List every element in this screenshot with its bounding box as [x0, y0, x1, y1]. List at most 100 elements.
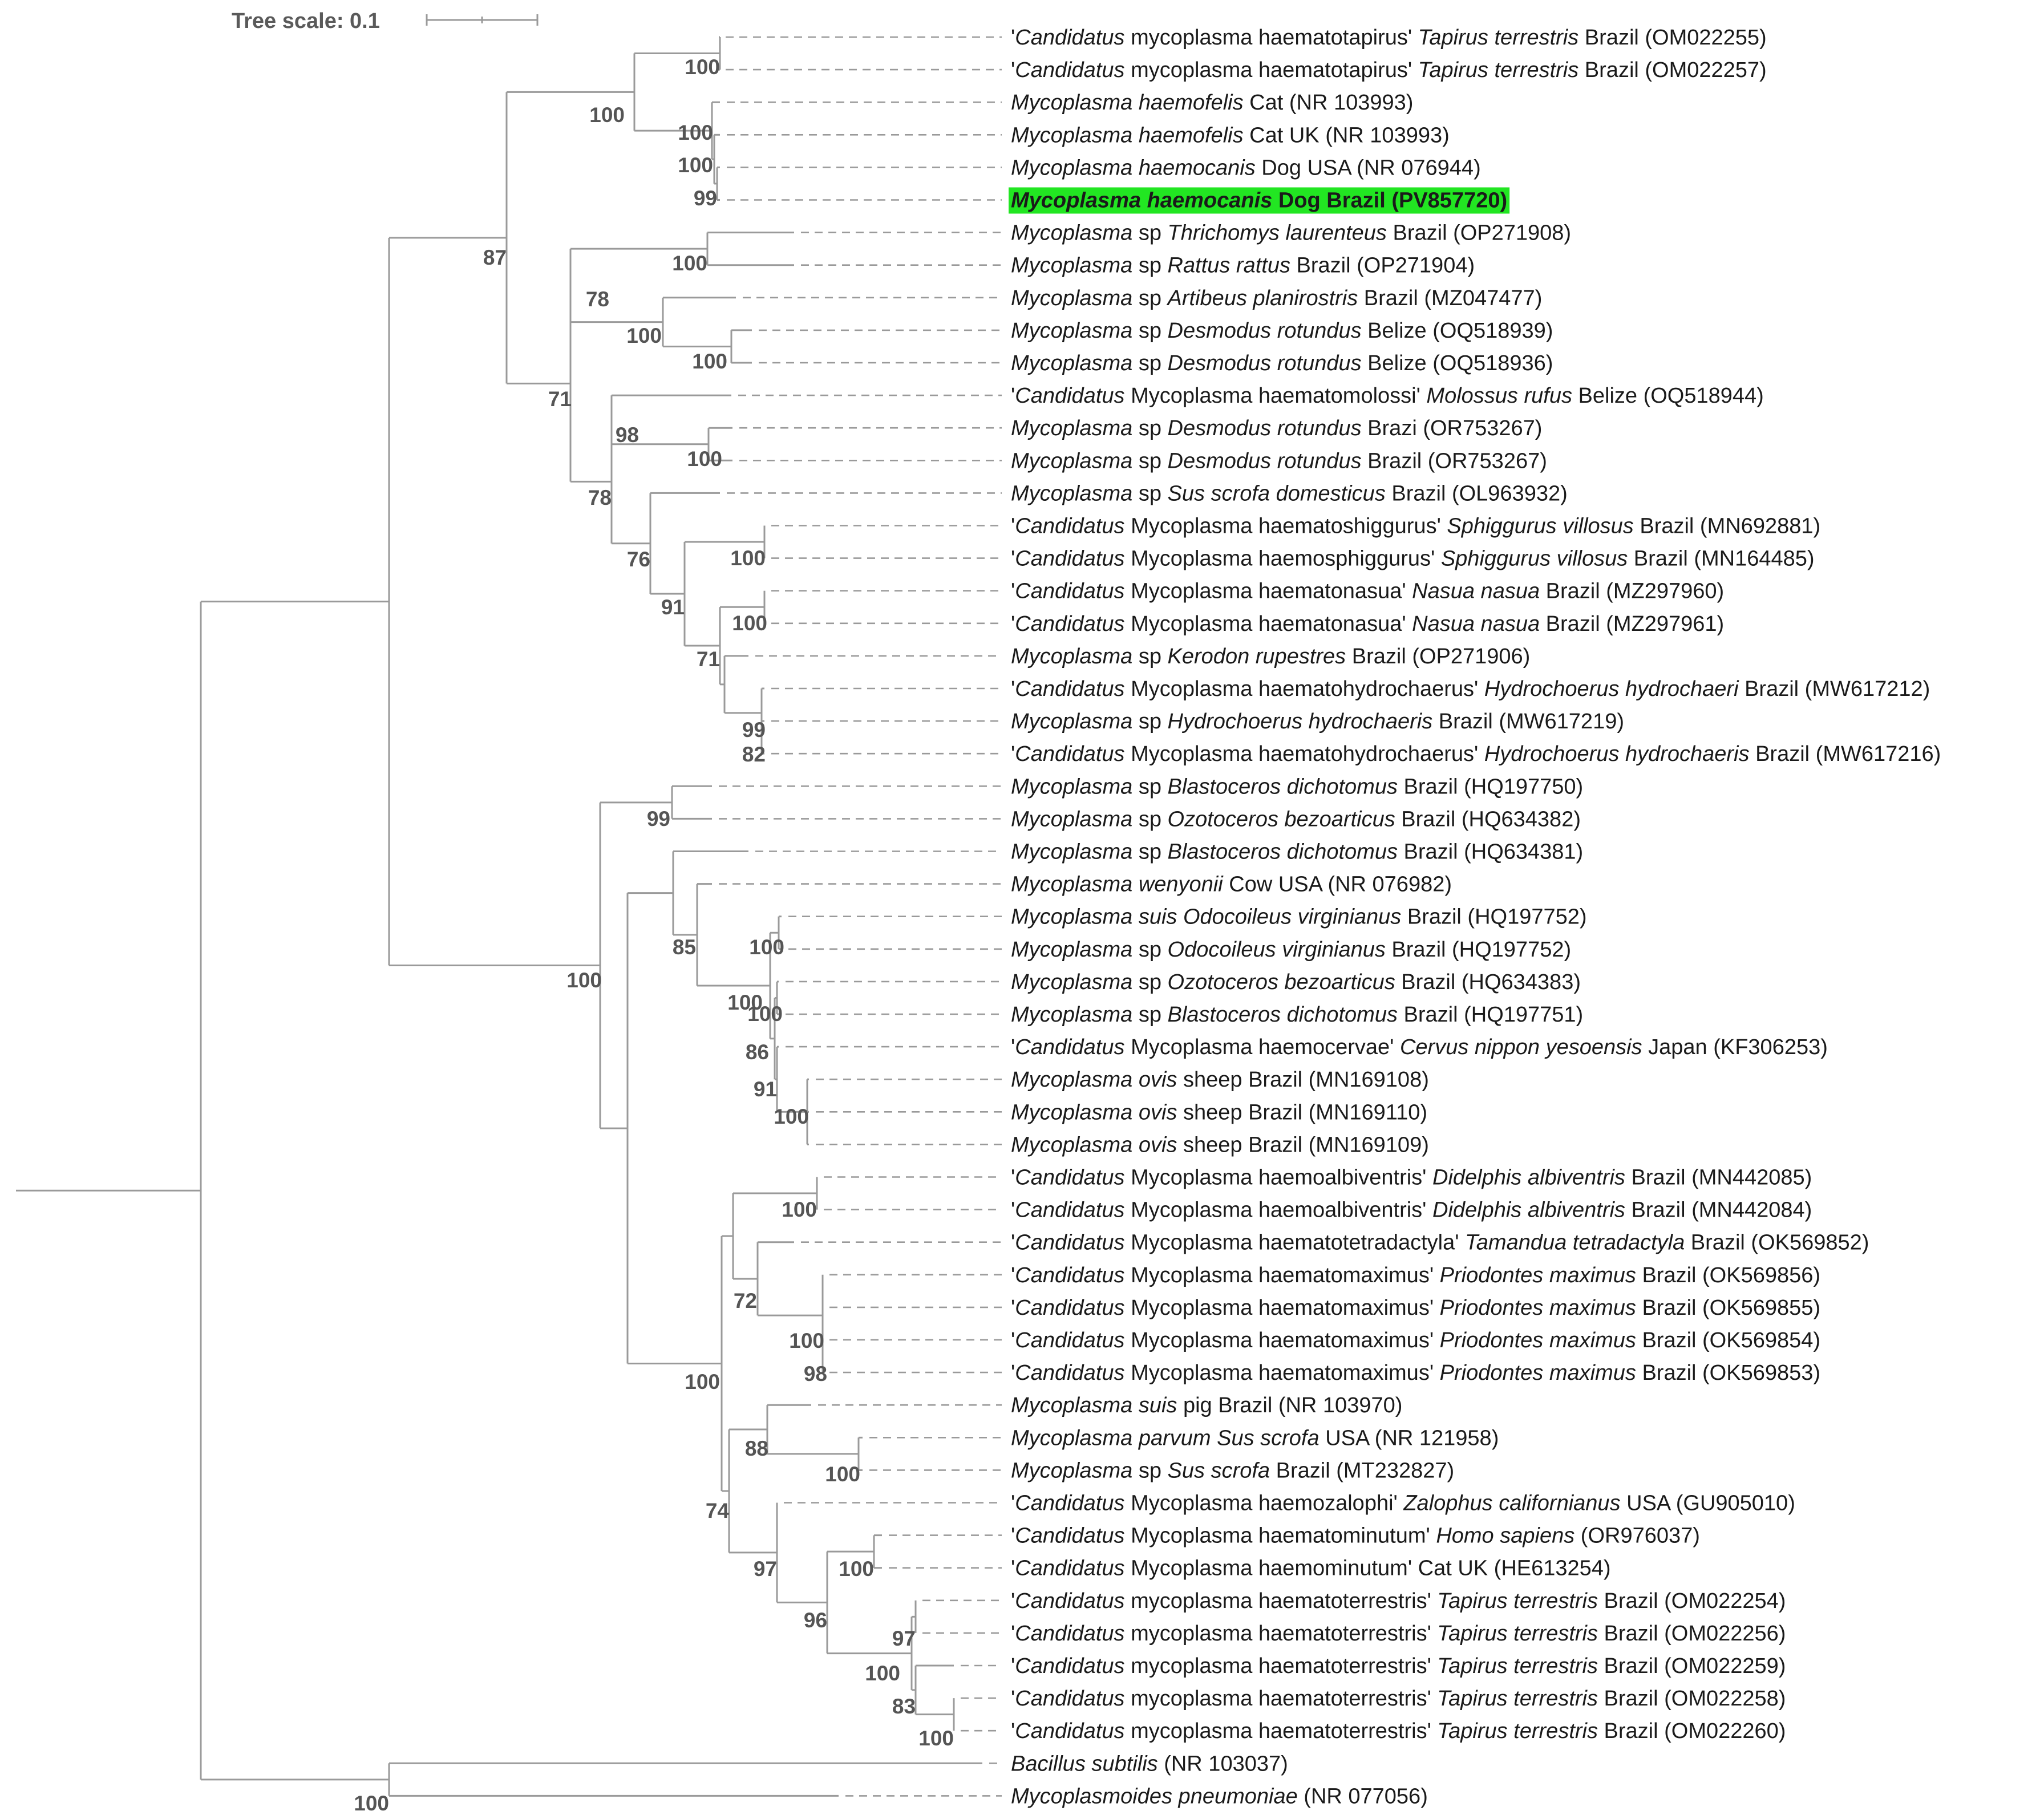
leaf-label-segment: Brazil (MW617219)	[1432, 710, 1624, 734]
leaf-label-segment: sheep Brazil (MN169108)	[1177, 1068, 1428, 1092]
leaf-label-segment: Mycoplasma haematomaximus'	[1125, 1328, 1440, 1352]
bootstrap-value: 88	[745, 1437, 768, 1460]
leaf-label-segment: '	[1011, 1035, 1015, 1059]
bootstrap-value: 99	[742, 718, 766, 742]
leaf-label-segment: Mycoplasma haemozalophi'	[1125, 1492, 1404, 1516]
leaf-label-segment: '	[1011, 1166, 1015, 1190]
leaf-label: Mycoplasma suis pig Brazil (NR 103970)	[1011, 1393, 1402, 1417]
leaf-label-segment: Brazil (OK569856)	[1636, 1263, 1820, 1287]
leaf-label-segment: sp	[1132, 938, 1167, 962]
bootstrap-value: 100	[774, 1105, 809, 1128]
leaf-label: Mycoplasma sp Kerodon rupestres Brazil (…	[1011, 645, 1530, 669]
leaf-label: Mycoplasma sp Ozotoceros bezoarticus Bra…	[1011, 807, 1581, 831]
leaf-label-segment: Brazil (OK569852)	[1685, 1231, 1869, 1255]
bootstrap-value: 100	[789, 1329, 824, 1352]
leaf-label-segment: Tapirus terrestris	[1418, 26, 1579, 50]
leaf-label-segment: Brazil (MZ047477)	[1358, 286, 1542, 310]
leaf-label-segment: Mycoplasma	[1011, 1459, 1132, 1482]
leaf-label-segment: Mycoplasma	[1011, 710, 1132, 734]
leaf-label-segment: Mycoplasma	[1011, 1003, 1132, 1027]
leaf-label: Mycoplasma sp Desmodus rotundus Belize (…	[1011, 351, 1553, 375]
leaf-label-segment: Candidatus	[1015, 58, 1124, 82]
leaf-label: 'Candidatus Mycoplasma haematohydrochaer…	[1011, 677, 1930, 701]
highlighted-leaf-label: Mycoplasma haemocanis Dog Brazil (PV8577…	[1011, 189, 1507, 213]
bootstrap-value: 100	[782, 1198, 817, 1221]
leaf-label-segment: sheep Brazil (MN169110)	[1177, 1100, 1427, 1124]
leaf-label-segment: Candidatus	[1015, 742, 1124, 766]
leaf-label: 'Candidatus Mycoplasma haematomaximus' P…	[1011, 1328, 1820, 1352]
leaf-label: Mycoplasma sp Artibeus planirostris Braz…	[1011, 286, 1542, 310]
leaf-label-segment: Mycoplasma ovis	[1011, 1100, 1177, 1124]
leaf-label-segment: Brazil (MW617212)	[1739, 677, 1930, 701]
bootstrap-value: 98	[804, 1362, 827, 1385]
leaf-label-segment: Belize (OQ518939)	[1362, 319, 1553, 343]
leaf-label-segment: Mycoplasma	[1011, 221, 1132, 245]
leaf-label-segment: Brazil (OP271906)	[1346, 645, 1530, 669]
leaf-label-segment: Priodontes maximus	[1440, 1296, 1636, 1320]
leaf-label-segment: sheep Brazil (MN169109)	[1177, 1133, 1428, 1157]
leaf-label: 'Candidatus Mycoplasma haemocervae' Cerv…	[1011, 1035, 1828, 1059]
leaf-label: 'Candidatus mycoplasma haematoterrestris…	[1011, 1622, 1786, 1646]
leaf-label-segment: '	[1011, 1263, 1015, 1287]
leaf-label-segment: Brazil (HQ634383)	[1395, 970, 1581, 994]
leaf-label-segment: Mycoplasma wenyonii	[1011, 873, 1224, 897]
leaf-label-segment: Mycoplasma	[1011, 938, 1132, 962]
leaf-label-segment: Mycoplasma haematonasua'	[1125, 612, 1412, 636]
leaf-label-segment: Mycoplasma haemominutum' Cat UK (HE61325…	[1125, 1557, 1611, 1581]
leaf-label-segment: mycoplasma haematoterrestris'	[1125, 1589, 1438, 1613]
tree-scale: Tree scale: 0.1	[232, 9, 539, 33]
leaf-label: Mycoplasma sp Blastoceros dichotomus Bra…	[1011, 775, 1583, 799]
leaf-label-segment: '	[1011, 1654, 1015, 1678]
leaf-label-segment: sp	[1132, 645, 1167, 669]
leaf-label-segment: Mycoplasma haematomaximus'	[1125, 1263, 1440, 1287]
leaf-label-segment: Candidatus	[1015, 1166, 1124, 1190]
leaf-label-segment: '	[1011, 1296, 1015, 1320]
leaf-label-segment: Brazil (OM022259)	[1598, 1654, 1786, 1678]
leaf-label: Mycoplasma sp Desmodus rotundus Brazi (O…	[1011, 416, 1542, 440]
leaf-label-segment: Mycoplasma	[1011, 449, 1132, 473]
leaf-label-segment: sp	[1132, 416, 1167, 440]
bootstrap-value: 71	[548, 387, 572, 411]
leaf-label-segment: '	[1011, 58, 1015, 82]
leaf-label: 'Candidatus Mycoplasma haematonasua' Nas…	[1011, 580, 1724, 603]
leaf-label-segment: Japan (KF306253)	[1642, 1035, 1828, 1059]
leaf-label-segment: Candidatus	[1015, 384, 1124, 408]
leaf-label-segment: Priodontes maximus	[1440, 1328, 1636, 1352]
leaf-label-segment: Brazil (HQ197751)	[1398, 1003, 1583, 1027]
leaf-label-segment: Mycoplasma haemofelis	[1011, 91, 1244, 115]
leaf-label: 'Candidatus mycoplasma haematotapirus' T…	[1011, 58, 1767, 82]
leaf-label-segment: Brazil (MW617216)	[1750, 742, 1941, 766]
leaf-label-segment: sp	[1132, 970, 1167, 994]
leaf-label-segment: Didelphis albiventris	[1432, 1166, 1625, 1190]
leaf-label-segment: '	[1011, 547, 1015, 571]
leaf-label-segment: Brazil (MT232827)	[1270, 1459, 1454, 1482]
leaf-label-segment: Brazil (OM022257)	[1578, 58, 1766, 82]
leaf-label-segment: Candidatus	[1015, 1524, 1124, 1548]
bootstrap-value: 99	[647, 807, 670, 830]
leaf-label: Mycoplasma ovis sheep Brazil (MN169109)	[1011, 1133, 1429, 1157]
leaf-label-segment: Zalophus californianus	[1403, 1492, 1620, 1516]
leaf-label-segment: Cow USA (NR 076982)	[1223, 873, 1452, 897]
leaf-label: Mycoplasma haemofelis Cat UK (NR 103993)	[1011, 123, 1450, 147]
leaf-label-segment: USA (NR 121958)	[1320, 1426, 1499, 1450]
bootstrap-value: 100	[672, 252, 707, 275]
bootstrap-value: 71	[697, 647, 720, 671]
leaf-label: 'Candidatus Mycoplasma haematomaximus' P…	[1011, 1296, 1820, 1320]
leaf-label-segment: sp	[1132, 319, 1167, 343]
leaf-label-segment: Tapirus terrestris	[1437, 1719, 1598, 1743]
leaf-label-segment: '	[1011, 1231, 1015, 1255]
leaf-label: Mycoplasma ovis sheep Brazil (MN169110)	[1011, 1100, 1427, 1124]
leaf-label-segment: Mycoplasma haematomolossi'	[1125, 384, 1427, 408]
bootstrap-value: 100	[685, 55, 720, 79]
leaf-label-segment: sp	[1132, 481, 1167, 505]
leaf-label-segment: sp	[1132, 710, 1167, 734]
leaf-label: 'Candidatus Mycoplasma haemoalbiventris'…	[1011, 1198, 1812, 1222]
leaf-label-segment: sp	[1132, 840, 1167, 864]
leaf-highlight-box	[1009, 187, 1510, 214]
bootstrap-value: 78	[586, 287, 609, 311]
leaf-label-segment: '	[1011, 1589, 1015, 1613]
leaf-label-segment: Mycoplasma haemosphiggurus'	[1125, 547, 1441, 571]
leaf-label-segment: Priodontes maximus	[1440, 1361, 1636, 1385]
leaf-label: 'Candidatus mycoplasma haematoterrestris…	[1011, 1719, 1786, 1743]
